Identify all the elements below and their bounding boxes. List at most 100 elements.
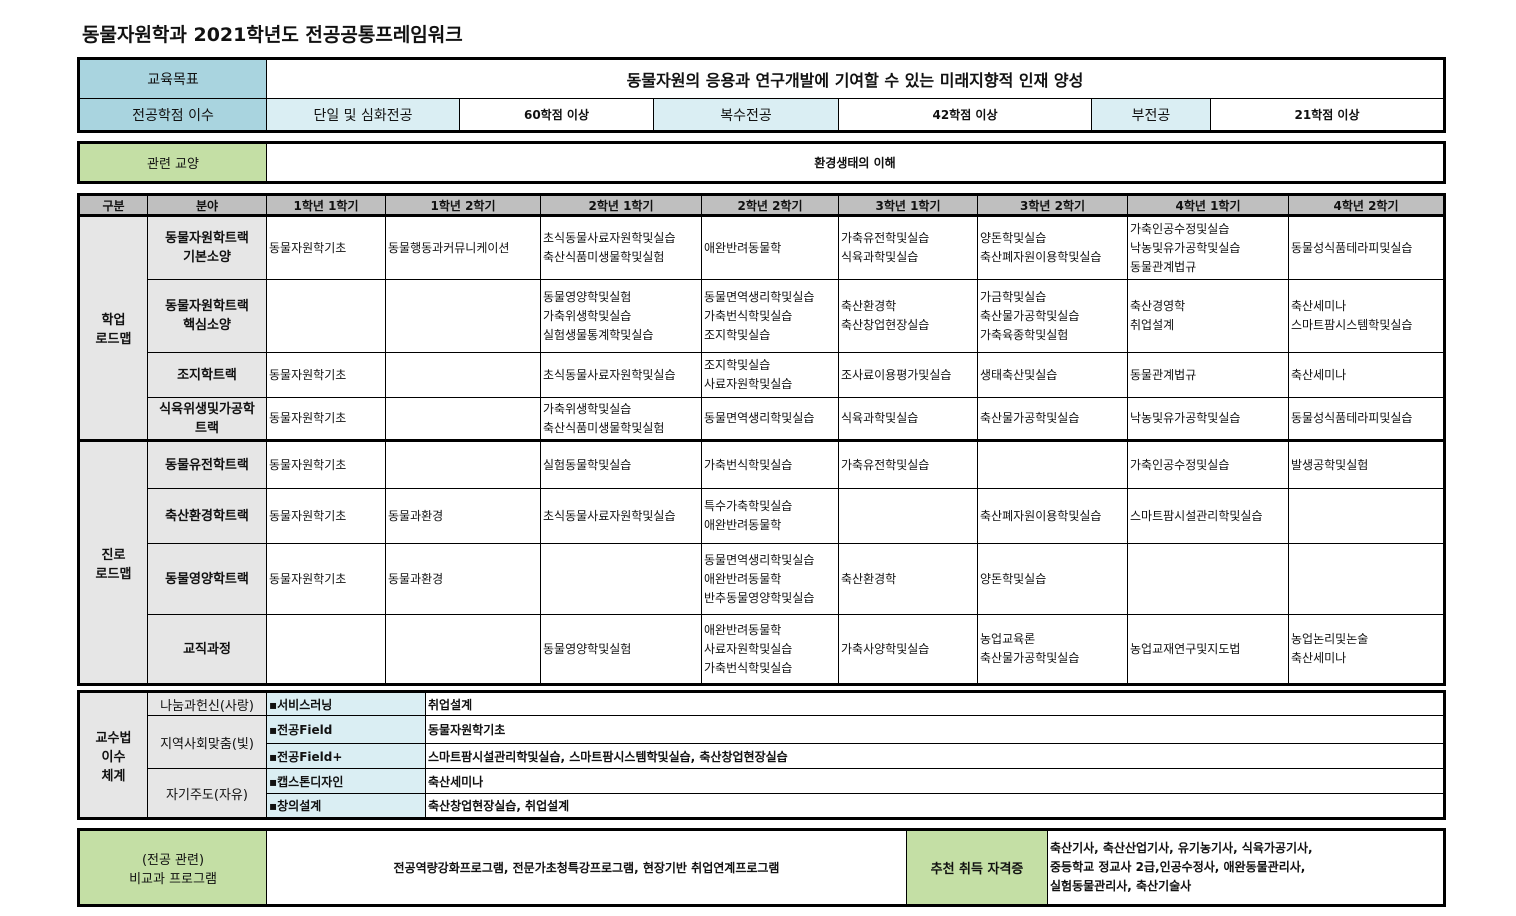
course-cell: 축산물가공학및실습 [977,397,1128,441]
table-row: 지역사회맞춤(빛) ▪전공Field 동물자원학기초 [79,715,1445,769]
method-type: ▪전공Field+ [266,743,426,769]
course-name: 애완반려동물학 [704,622,782,637]
course-name: 스마트팜시스템학및실습 [1291,318,1413,332]
course-name: 동물면역생리학및실습 [704,411,815,425]
course-name: 양돈학및실습 [980,571,1047,586]
course-name: 특수가축학및실습 [704,499,793,513]
track-name: 동물자원학트랙 핵심소양 [147,279,267,353]
goal-text: 동물자원의 응용과 연구개발에 기여할 수 있는 미래지향적 인재 양성 [266,58,1445,99]
course-cell: 낙농및유가공학및실습 [1127,397,1289,441]
table-row: 조지학트랙 동물자원학기초 초식동물사료자원학및실습 조지학및실습 사료자원학및실습 조사… [79,352,1445,398]
track-name-line: 동물자원학트랙 [165,231,249,246]
double-major-label: 복수전공 [653,98,839,132]
cert-line: 중등학교 정교사 2급,인공수정사, 애완동물관리사, [1050,860,1306,874]
course-cell: 동물성식품테라피및실습 [1288,397,1445,441]
course-cell: 동물자원학기초 [266,543,386,615]
course-cell: 조사료이용평가및실습 [838,352,978,398]
cert-line: 축산기사, 축산산업기사, 유기농기사, 식육가공기사, [1050,841,1313,855]
course-cell: 초식동물사료자원학및실습 [540,488,702,544]
course-name: 가축인공수정및실습 [1130,221,1230,236]
course-name: 동물영양학및실험 [543,289,632,304]
course-name: 애완반려동물학 [704,240,782,255]
table-row: 동물자원학트랙 핵심소양 동물영양학및실험 가축위생학및실습 실험생물통계학및실습 동물면… [79,279,1445,353]
course-cell [266,614,386,685]
method-courses: 스마트팜시설관리학및실습, 스마트팜시스템학및실습, 축산창업현장실습 [425,743,1445,769]
table-row: ▪창의설계 축산창업현장실습, 취업설계 [79,793,1445,819]
course-cell [385,279,541,353]
course-cell: 발생공학및실험 [1288,439,1445,489]
course-cell: 초식동물사료자원학및실습 [540,352,702,398]
group-name: 나눔과헌신(사랑) [147,690,267,716]
course-name: 동물성식품테라피및실습 [1291,411,1413,425]
course-cell [1288,543,1445,615]
course-name: 축산물가공학및실습 [980,651,1080,665]
course-name: 가축번식학및실습 [704,308,793,323]
method-courses: 동물자원학기초 [425,715,1445,744]
course-name: 동물자원학기초 [269,411,347,425]
column-header: 4학년 1학기 [1127,194,1289,216]
method-courses: 축산창업현장실습, 취업설계 [425,793,1445,819]
course-cell: 축산세미나 스마트팜시스템학및실습 [1288,279,1445,353]
track-name-line: 조지학트랙 [177,367,237,383]
course-name: 축산창업현장실습 [841,318,930,332]
table-row: 교수법 이수 체계 나눔과헌신(사랑) ▪서비스러닝 취업설계 [78,690,1445,819]
course-name: 농업교육론 [980,632,1036,646]
course-cell [385,439,541,489]
course-name: 가축번식학및실습 [704,660,793,675]
course-cell: 생태축산및실습 [977,352,1128,398]
course-name: 가축유전학및실습 [841,457,930,472]
course-cell: 축산환경학 [838,543,978,615]
extra-label: (전공 관련) 비교과 프로그램 [78,829,267,906]
track-name-line: 동물영양학트랙 [165,571,249,587]
liberal-table: 관련 교양 환경생태의 이해 [77,141,1446,184]
course-cell: 가축위생학및실습 축산식품미생물학및실험 [540,397,702,441]
teaching-label-line: 이수 [101,749,126,765]
course-name: 축산식품미생물학및실험 [543,420,665,435]
course-cell: 양돈학및실습 [977,543,1128,615]
course-name: 축산폐자원이용학및실습 [980,508,1102,523]
course-name: 축산식품미생물학및실험 [543,250,665,264]
course-cell: 스마트팜시설관리학및실습 [1127,488,1289,544]
course-cell: 동물자원학기초 [266,397,386,441]
course-name: 생태축산및실습 [980,367,1058,382]
course-name: 가축육종학및실험 [980,327,1069,342]
course-cell: 동물영양학및실험 가축위생학및실습 실험생물통계학및실습 [540,279,702,353]
table-row: 식육위생및가공학 트랙 동물자원학기초 가축위생학및실습 축산식품미생물학및실험 동물면역… [79,397,1445,441]
course-name: 초식동물사료자원학및실습 [543,508,676,523]
course-cell: 가축번식학및실습 [701,439,839,489]
teaching-label: 교수법 이수 체계 [78,690,148,819]
single-major-value: 60학점 이상 [459,98,654,132]
cert-list: 축산기사, 축산산업기사, 유기농기사, 식육가공기사, 중등학교 정교사 2급,… [1047,829,1445,906]
course-name: 축산세미나 [1291,651,1347,665]
track-name-line: 트랙 [195,420,219,436]
table-row: 교직과정 동물영양학및실험 애완반려동물학 사료자원학및실습 가축번식학및실습 가축사양학… [79,614,1445,685]
course-name: 농업논리및논술 [1291,632,1369,646]
course-cell: 동물자원학기초 [266,215,386,280]
section-label-line: 학업 [101,313,126,328]
track-name: 동물유전학트랙 [147,439,267,489]
course-name: 발생공학및실험 [1291,457,1369,472]
course-cell [385,352,541,398]
course-cell [540,543,702,615]
course-name: 동물자원학기초 [269,571,347,586]
course-name: 초식동물사료자원학및실습 [543,367,676,382]
course-name: 농업교재연구및지도법 [1130,641,1241,656]
table-row: 동물영양학트랙 동물자원학기초 동물과환경 동물면역생리학및실습 애완반려동물학 반추동물… [79,543,1445,615]
liberal-label: 관련 교양 [78,142,267,183]
course-name: 낙농및유가공학및실습 [1130,411,1241,425]
course-name: 실험생물통계학및실습 [543,327,654,342]
course-name: 동물자원학기초 [269,508,347,523]
track-name-line: 식육위생및가공학 [159,401,255,417]
course-name: 동물자원학기초 [269,367,347,382]
column-header: 3학년 2학기 [977,194,1128,216]
course-name: 축산물가공학및실습 [980,411,1080,425]
track-name: 동물영양학트랙 [147,543,267,615]
course-name: 사료자원학및실습 [704,641,793,656]
course-name: 축산환경학 [841,299,897,313]
method-type: ▪서비스러닝 [266,690,426,716]
course-name: 식육과학및실습 [841,411,919,425]
course-cell: 가축인공수정및실습 낙농및유가공학및실습 동물관계법규 [1127,215,1289,280]
course-name: 가축인공수정및실습 [1130,457,1230,472]
